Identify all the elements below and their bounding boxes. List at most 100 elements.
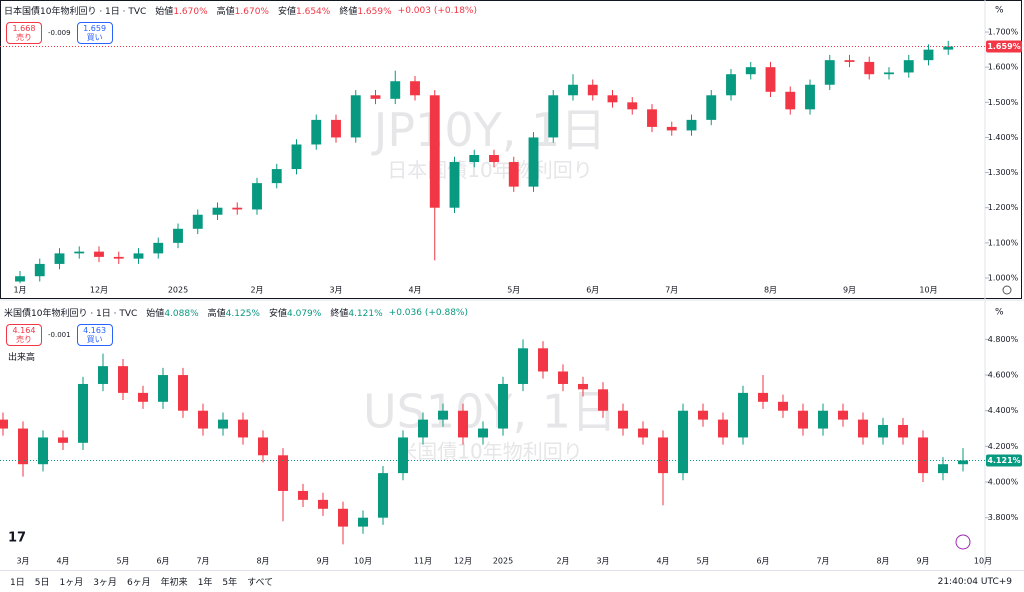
x-tick-label: 2025 <box>493 557 513 566</box>
candle-body <box>278 455 288 491</box>
candle-body <box>745 67 756 75</box>
ohlc-value: 4.121% <box>348 309 383 319</box>
range-button[interactable]: 5年 <box>222 578 238 588</box>
candle-body <box>864 61 875 75</box>
x-tick-label: 5月 <box>507 286 520 295</box>
candle-body <box>568 84 578 96</box>
candle-body <box>678 410 688 474</box>
clock: 21:40:04 UTC+9 <box>937 576 1012 587</box>
candle-body <box>54 253 65 264</box>
candle-body <box>878 424 888 438</box>
ohlc-value: 1.670% <box>234 7 269 17</box>
ohlc-key: 安値 <box>268 309 287 319</box>
ohlc-item: 高値1.670% <box>214 4 269 17</box>
candle-body <box>698 410 708 420</box>
candle-body <box>34 263 45 277</box>
x-tick-label: 10月 <box>354 557 372 566</box>
range-button[interactable]: 6ヶ月 <box>126 578 151 588</box>
y-tick-label: 1.600% <box>988 63 1019 72</box>
event-icon[interactable] <box>955 534 971 550</box>
symbol-title: 日本国債10年物利回り · 1日 · TVC <box>4 7 147 17</box>
ohlc-value: 4.088% <box>164 309 199 319</box>
candle-body <box>918 437 928 474</box>
x-tick-label: 4月 <box>408 286 421 295</box>
buy-price: 4.163 <box>83 326 107 335</box>
candle-body <box>508 162 519 187</box>
candle-body <box>489 155 499 163</box>
sell-button[interactable]: 1.668 売り <box>6 22 42 44</box>
candle-body <box>518 348 528 384</box>
buy-button[interactable]: 1.659 買い <box>76 22 113 44</box>
range-button[interactable]: すべて <box>247 578 274 588</box>
spread: -0.001 <box>48 331 71 339</box>
ohlc-item: 終値1.659% <box>336 4 391 17</box>
candle-body <box>706 95 717 120</box>
pane-border <box>0 0 1022 299</box>
range-button[interactable]: 1年 <box>197 578 213 588</box>
candle-body <box>358 517 368 527</box>
candle-body <box>78 383 88 443</box>
buy-label: 買い <box>86 335 103 344</box>
candle-body <box>410 81 420 96</box>
x-tick-label: 6月 <box>156 557 169 566</box>
x-tick-label: 3月 <box>329 286 342 295</box>
candle-body <box>438 410 448 420</box>
range-button[interactable]: 1日 <box>10 578 25 588</box>
sell-price: 4.164 <box>12 326 36 335</box>
bottom-toolbar: 1日 5日 1ヶ月 3ヶ月 6ヶ月 年初来 1年 5年 すべて 21:40:04 UTC+9 <box>0 570 1024 592</box>
candle-body <box>218 419 228 429</box>
range-button[interactable]: 5日 <box>34 578 50 588</box>
x-tick-label: 12月 <box>90 286 108 295</box>
ohlc-item: 始値1.670% <box>152 4 207 17</box>
y-tick-label: 1.200% <box>988 203 1019 212</box>
x-tick-label: 9月 <box>316 557 329 566</box>
candle-body <box>647 109 657 127</box>
unit-label: % <box>995 6 1004 16</box>
candle-body <box>212 207 223 215</box>
candle-body <box>726 74 736 96</box>
last-price-label: 1.659% <box>987 42 1020 51</box>
candle-body <box>398 437 408 474</box>
candle-body <box>778 401 788 411</box>
range-button[interactable]: 3ヶ月 <box>93 578 117 588</box>
candle-body <box>478 428 488 438</box>
candle-body <box>818 410 828 429</box>
ohlc-key: 高値 <box>216 7 235 17</box>
candle-body <box>958 460 968 465</box>
candle-body <box>15 276 25 282</box>
settings-icon[interactable] <box>1002 285 1012 295</box>
candle-body <box>449 162 460 208</box>
candle-body <box>618 410 628 429</box>
candle-body <box>370 95 381 99</box>
last-price-box <box>986 40 1022 53</box>
candle-body <box>738 392 748 438</box>
x-tick-label: 7月 <box>196 557 209 566</box>
candle-body <box>429 95 440 208</box>
y-tick-label: 4.800% <box>988 335 1019 344</box>
range-button[interactable]: 1ヶ月 <box>59 578 84 588</box>
y-tick-label: 4.600% <box>988 371 1019 380</box>
candle-body <box>943 46 954 50</box>
ohlc-item: 安値1.654% <box>275 4 330 17</box>
candle-body <box>350 95 361 138</box>
candle-body <box>498 383 508 429</box>
watermark: JP10Y, 1日 <box>371 103 606 157</box>
ohlc-key: 始値 <box>146 309 165 319</box>
candle-body <box>232 207 243 210</box>
buy-label: 買い <box>86 33 103 42</box>
buy-price: 1.659 <box>83 24 107 33</box>
sell-button[interactable]: 4.164 売り <box>6 324 42 346</box>
candle-body <box>258 437 268 456</box>
ohlc-key: 始値 <box>155 7 174 17</box>
x-tick-label: 7月 <box>665 286 678 295</box>
buy-button[interactable]: 4.163 買い <box>76 324 113 346</box>
x-tick-label: 2月 <box>556 557 569 566</box>
x-tick-label: 4月 <box>56 557 69 566</box>
candle-body <box>898 424 908 438</box>
candle-body <box>785 91 796 110</box>
range-button[interactable]: 年初来 <box>160 578 188 588</box>
ohlc-item: 高値4.125% <box>205 306 260 319</box>
watermark-sub: 米国債10年物利回り <box>397 440 582 464</box>
candle-body <box>587 84 598 96</box>
